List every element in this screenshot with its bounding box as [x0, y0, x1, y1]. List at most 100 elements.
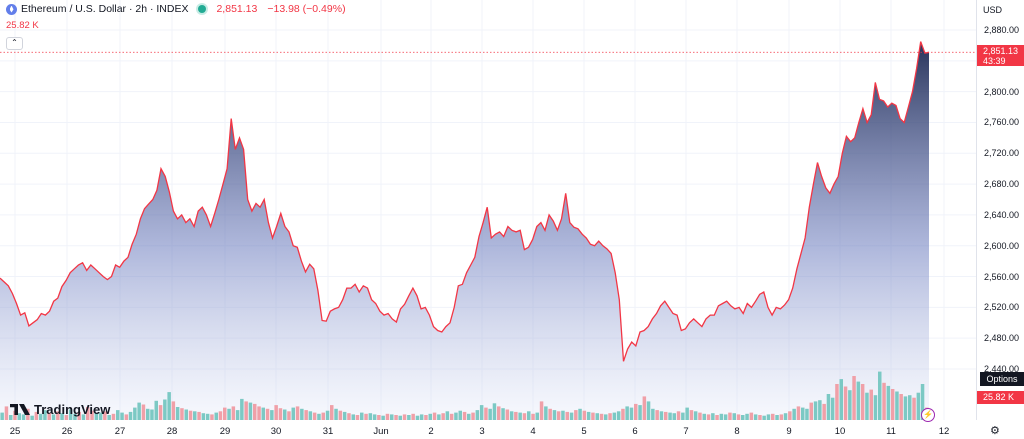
volume-bar — [612, 412, 617, 420]
volume-bar — [402, 414, 407, 420]
volume-bar — [73, 413, 77, 420]
volume-bar — [497, 406, 501, 420]
volume-bar — [535, 412, 539, 420]
time-axis-label: 28 — [166, 426, 178, 437]
volume-bar — [133, 407, 137, 420]
volume-bar — [407, 415, 411, 420]
volume-bar — [595, 413, 599, 420]
volume-bar — [188, 410, 193, 420]
volume-bar — [745, 413, 749, 420]
time-axis-label: 12 — [938, 426, 950, 437]
currency-label[interactable]: USD — [983, 5, 1003, 15]
volume-bar — [788, 411, 792, 420]
volume-bar — [711, 413, 715, 420]
time-axis-label: 29 — [219, 426, 231, 437]
volume-bar — [253, 403, 257, 420]
volume-bar — [43, 410, 47, 420]
volume-bar — [295, 406, 300, 420]
volume-bar — [458, 410, 462, 420]
volume-bar — [449, 413, 454, 420]
time-axis-label: 26 — [61, 426, 73, 437]
volume-bar — [81, 414, 86, 420]
volume-bar — [150, 409, 154, 420]
legend-price: 2,851.13 — [216, 3, 258, 15]
volume-bar — [818, 400, 822, 420]
price-axis-label: 2,800.00 — [984, 86, 1020, 97]
volume-bar — [865, 392, 869, 420]
symbol-legend[interactable]: Ethereum / U.S. Dollar · 2h · INDEX 2,85… — [6, 3, 346, 15]
volume-bar — [180, 408, 184, 420]
volume-bar — [518, 412, 522, 420]
gear-icon[interactable]: ⚙ — [990, 425, 1000, 437]
time-axis-label: 6 — [632, 426, 638, 437]
volume-bar — [146, 408, 150, 420]
volume-bar — [0, 412, 4, 420]
volume-bar — [591, 412, 595, 420]
volume-bar — [908, 395, 912, 420]
volume-bar — [51, 414, 56, 420]
symbol-title: Ethereum / U.S. Dollar · 2h · INDEX — [21, 3, 189, 15]
volume-bar — [201, 413, 206, 420]
volume-bar — [715, 415, 719, 420]
volume-bar — [34, 411, 39, 420]
volume-bar — [616, 411, 621, 420]
volume-bar — [317, 413, 321, 420]
price-area-fill — [0, 41, 929, 420]
volume-bar — [445, 411, 450, 420]
time-axis-label: 31 — [322, 426, 334, 437]
volume-bar — [565, 411, 569, 420]
volume-bar — [227, 408, 231, 420]
volume-bar — [312, 412, 317, 420]
volume-bar — [218, 411, 223, 420]
volume-bar — [702, 413, 706, 420]
volume-bar — [248, 402, 253, 420]
volume-bar — [539, 401, 544, 420]
volume-bar — [428, 413, 432, 420]
volume-bar — [287, 411, 291, 420]
volume-bar — [723, 414, 728, 420]
volume-bar — [522, 413, 527, 420]
time-axis-label: 7 — [683, 426, 689, 437]
volume-bar — [158, 405, 163, 420]
volume-bar — [167, 392, 171, 420]
volume-bar — [4, 406, 9, 420]
price-axis-label: 2,720.00 — [984, 148, 1020, 159]
volume-bar — [270, 410, 274, 420]
flash-icon[interactable]: ⚡ — [921, 408, 935, 422]
volume-bar — [766, 414, 771, 420]
volume-bar — [90, 410, 94, 420]
volume-bar — [736, 414, 741, 420]
time-axis-label: 9 — [786, 426, 792, 437]
collapse-legend-button[interactable]: ⌃ — [6, 37, 23, 50]
volume-bar — [505, 409, 510, 420]
volume-bar — [30, 415, 34, 420]
volume-bar — [604, 414, 608, 420]
volume-bar — [205, 413, 210, 420]
volume-bar — [47, 412, 51, 420]
volume-bar — [342, 411, 347, 420]
volume-bar — [869, 389, 873, 420]
price-axis-label: 2,480.00 — [984, 333, 1020, 344]
volume-bar — [385, 413, 390, 420]
volume-bar — [608, 413, 612, 420]
volume-bar — [655, 410, 659, 420]
volume-bar — [9, 415, 13, 420]
volume-bar — [569, 412, 574, 420]
volume-bar — [681, 412, 685, 420]
volume-bar — [826, 394, 831, 420]
volume-bar — [437, 414, 441, 420]
tradingview-logo[interactable]: TradingView — [10, 402, 110, 417]
volume-bar — [154, 400, 158, 420]
volume-bar — [878, 371, 882, 420]
volume-bar — [848, 390, 852, 420]
volume-bar — [586, 411, 591, 420]
volume-bar — [668, 412, 672, 420]
volume-bar — [175, 407, 180, 420]
time-axis-label: 11 — [886, 426, 896, 437]
volume-bar — [244, 401, 248, 420]
volume-bar — [501, 408, 505, 420]
options-button[interactable]: Options — [980, 372, 1024, 386]
time-axis-label: 3 — [479, 426, 485, 437]
